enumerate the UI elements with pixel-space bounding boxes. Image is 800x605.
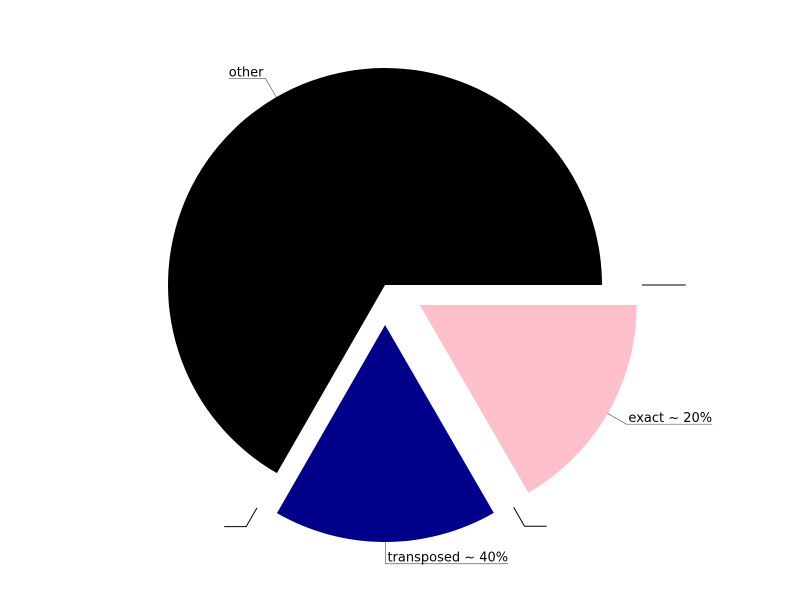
pie-leader-empty-3 — [513, 507, 547, 527]
pie-label-exact-20: exact ~ 20% — [628, 411, 712, 426]
pie-slice-other — [167, 67, 602, 474]
pie-leader-transposed-40 — [385, 541, 509, 565]
pie-slice-exact-20 — [419, 304, 637, 493]
pie-label-transposed-40: transposed ~ 40% — [387, 551, 508, 566]
labels-layer: other transposed ~ 40% exact ~ 20% — [229, 65, 712, 565]
slices-layer — [167, 67, 637, 542]
pie-label-other: other — [229, 65, 264, 80]
pie-leader-exact-20 — [607, 413, 713, 425]
pie-slice-transposed-40 — [276, 324, 494, 542]
leaders-layer — [224, 78, 713, 565]
pie-leader-empty-1 — [224, 507, 258, 528]
pie-leader-other — [228, 78, 277, 98]
